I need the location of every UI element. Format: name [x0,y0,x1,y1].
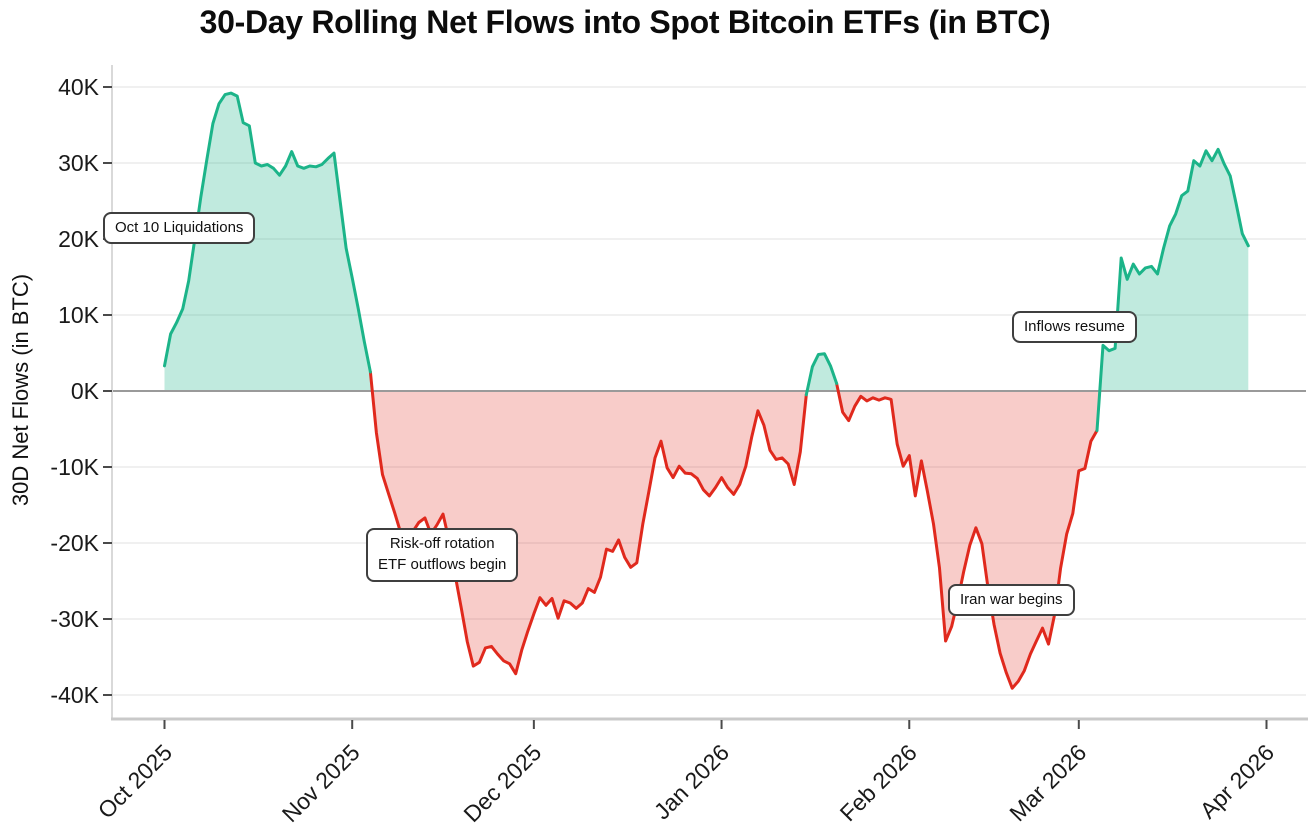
y-tick-label: -30K [50,606,99,632]
annotation-risk-off-rotation: Risk-off rotation ETF outflows begin [366,528,519,582]
annotation-oct-10-liquidations: Oct 10 Liquidations [103,212,256,245]
annotation-inflows-resume: Inflows resume [1012,311,1137,344]
y-tick-label: -40K [50,682,99,708]
y-tick-label: 20K [58,226,100,252]
area-fill-positive [1099,149,1249,391]
area-fill-positive [164,93,373,391]
y-tick-label: -20K [50,530,99,556]
x-tick-label: Oct 2025 [93,739,177,823]
y-tick-label: 0K [71,378,100,404]
x-tick-label: Feb 2026 [835,739,922,824]
y-tick-label: -10K [50,454,99,480]
area-fill-negative [838,391,1100,689]
y-tick-label: 40K [58,74,100,100]
chart-title: 30-Day Rolling Net Flows into Spot Bitco… [199,4,1051,40]
x-tick-label: Apr 2026 [1195,739,1279,823]
y-tick-label: 10K [58,302,100,328]
area-fill-negative [372,391,808,674]
y-tick-label: 30K [58,150,100,176]
series-line-negative [368,370,1099,690]
x-tick-label: Jan 2026 [649,739,734,824]
x-tick-label: Mar 2026 [1004,739,1091,824]
annotation-iran-war-begins: Iran war begins [948,584,1075,617]
x-tick-label: Dec 2025 [458,739,546,824]
x-tick-label: Nov 2025 [277,739,365,824]
series-line-positive [163,91,1250,432]
